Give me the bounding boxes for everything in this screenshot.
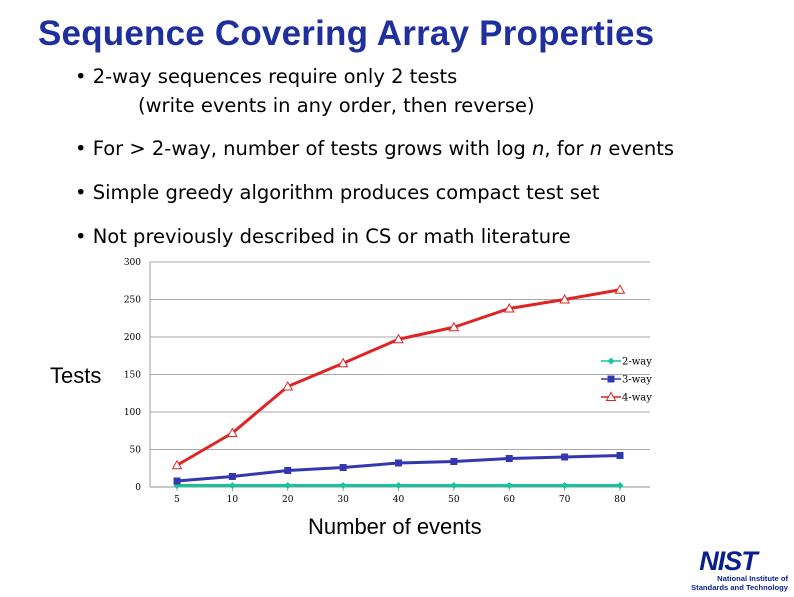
- data-point-4-way: [503, 302, 515, 313]
- data-point-4-way: [448, 321, 460, 332]
- data-point-3-way: [284, 467, 292, 474]
- data-point-4-way: [393, 333, 404, 344]
- x-tick-label: 50: [448, 495, 460, 505]
- y-tick-label: 300: [124, 258, 141, 268]
- y-tick-label: 0: [135, 483, 141, 493]
- legend-marker-3-way: [607, 375, 615, 383]
- data-point-4-way: [559, 293, 570, 304]
- bullet-2-var-n: n: [531, 137, 545, 160]
- legend-marker-4-way: [605, 391, 617, 401]
- nist-line-1: National Institute of: [717, 574, 788, 583]
- legend-marker-2-way: [607, 357, 615, 365]
- bullet-4: • Not previously described in CS or math…: [75, 225, 571, 248]
- y-tick-label: 150: [124, 371, 141, 381]
- bullet-1: • 2-way sequences require only 2 tests: [75, 65, 458, 88]
- bullet-2-post: events: [602, 137, 675, 160]
- nist-wordmark: NIST: [699, 546, 760, 576]
- data-point-2-way: [450, 482, 458, 489]
- y-tick-label: 100: [124, 408, 141, 418]
- bullet-2-pre: • For > 2-way, number of tests grows wit…: [75, 137, 532, 160]
- bullet-2-var-n2: n: [589, 137, 603, 160]
- x-tick-label: 70: [559, 495, 571, 505]
- bullet-3: • Simple greedy algorithm produces compa…: [75, 181, 600, 204]
- y-tick-label: 50: [130, 446, 142, 456]
- nist-logo: NIST National Institute of Standards and…: [672, 544, 790, 592]
- x-tick-label: 40: [393, 495, 405, 505]
- data-point-4-way: [614, 284, 626, 294]
- data-point-3-way: [173, 477, 181, 485]
- data-point-2-way: [228, 482, 236, 489]
- bullet-1-sub: (write events in any order, then reverse…: [138, 94, 535, 117]
- bullet-2-mid: , for: [544, 137, 590, 160]
- data-point-2-way: [339, 482, 347, 489]
- series-line-3-way: [176, 454, 621, 483]
- x-tick-label: 5: [174, 495, 180, 505]
- bullet-2: • For > 2-way, number of tests grows wit…: [75, 137, 674, 160]
- nist-logo-mark: NIST National Institute of Standards and…: [691, 546, 789, 592]
- series-line-4-way: [176, 288, 621, 467]
- x-tick-label: 60: [504, 495, 516, 505]
- x-tick-label: 10: [227, 495, 239, 505]
- data-point-2-way: [395, 482, 402, 489]
- y-axis-label: Tests: [50, 363, 102, 388]
- data-point-4-way: [282, 380, 294, 391]
- data-point-2-way: [616, 482, 624, 489]
- data-point-3-way: [561, 453, 569, 461]
- data-point-2-way: [284, 482, 292, 489]
- data-point-3-way: [339, 464, 347, 471]
- data-point-4-way: [337, 357, 349, 368]
- legend-label-4-way: 4-way: [622, 393, 652, 404]
- data-point-3-way: [395, 459, 402, 467]
- data-point-2-way: [561, 482, 569, 489]
- data-point-3-way: [228, 473, 236, 480]
- data-point-4-way: [171, 459, 183, 470]
- data-point-3-way: [616, 452, 624, 459]
- data-point-3-way: [505, 455, 513, 462]
- x-tick-label: 30: [337, 495, 349, 505]
- data-point-4-way: [227, 427, 238, 437]
- legend-label-2-way: 2-way: [622, 357, 652, 368]
- y-tick-label: 200: [124, 333, 141, 343]
- legend-label-3-way: 3-way: [622, 375, 652, 386]
- nist-line-2: Standards and Technology: [691, 583, 789, 592]
- y-tick-label: 250: [124, 296, 141, 306]
- data-point-2-way: [505, 482, 513, 489]
- x-tick-label: 80: [614, 495, 626, 505]
- data-point-3-way: [450, 458, 458, 465]
- x-tick-label: 20: [282, 495, 294, 505]
- slide-title: Sequence Covering Array Properties: [38, 14, 655, 53]
- x-axis-label: Number of events: [308, 514, 482, 539]
